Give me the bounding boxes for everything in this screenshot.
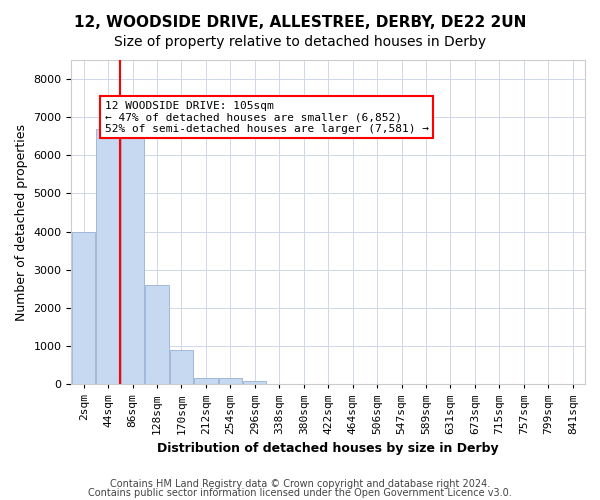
X-axis label: Distribution of detached houses by size in Derby: Distribution of detached houses by size … <box>157 442 499 455</box>
Text: Contains HM Land Registry data © Crown copyright and database right 2024.: Contains HM Land Registry data © Crown c… <box>110 479 490 489</box>
Bar <box>194 378 218 384</box>
Y-axis label: Number of detached properties: Number of detached properties <box>15 124 28 320</box>
Bar <box>170 350 193 384</box>
Text: Contains public sector information licensed under the Open Government Licence v3: Contains public sector information licen… <box>88 488 512 498</box>
Text: 12, WOODSIDE DRIVE, ALLESTREE, DERBY, DE22 2UN: 12, WOODSIDE DRIVE, ALLESTREE, DERBY, DE… <box>74 15 526 30</box>
Bar <box>219 378 242 384</box>
Text: 12 WOODSIDE DRIVE: 105sqm
← 47% of detached houses are smaller (6,852)
52% of se: 12 WOODSIDE DRIVE: 105sqm ← 47% of detac… <box>105 100 429 134</box>
Bar <box>72 232 95 384</box>
Bar <box>97 128 120 384</box>
Bar <box>145 285 169 384</box>
Text: Size of property relative to detached houses in Derby: Size of property relative to detached ho… <box>114 35 486 49</box>
Bar <box>243 382 266 384</box>
Bar <box>121 128 144 384</box>
